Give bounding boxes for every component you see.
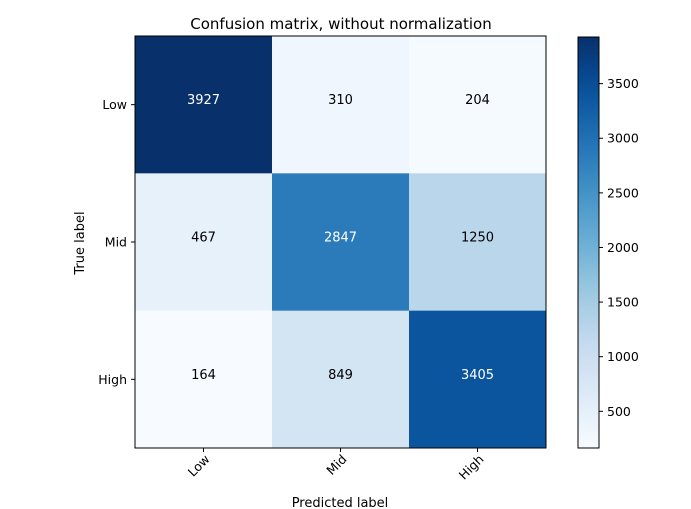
x-tick-label: High	[456, 452, 487, 483]
y-axis-ticks: Low Mid High	[98, 97, 135, 387]
heatmap-cell	[409, 310, 547, 449]
heatmap-cell	[409, 173, 547, 312]
colorbar	[577, 36, 600, 449]
heatmap-cells	[135, 36, 547, 449]
x-tick-label: Low	[185, 452, 213, 480]
x-tick-label: Mid	[323, 452, 349, 478]
colorbar-tick-label: 1000	[607, 349, 639, 364]
colorbar-tick-label: 3000	[607, 131, 639, 146]
heatmap-cell	[272, 310, 410, 449]
colorbar-tick-label: 2500	[607, 185, 639, 200]
heatmap-cell-label: 467	[191, 231, 216, 246]
colorbar-tick-label: 2000	[607, 240, 639, 255]
colorbar-ticks: 500 1000 1500 2000 2500 3000 3500	[599, 76, 639, 419]
heatmap-cell	[135, 36, 273, 174]
heatmap-cell	[409, 36, 547, 174]
heatmap-cell-label: 1250	[461, 231, 494, 246]
heatmap-cell	[272, 36, 410, 174]
y-axis-label: True label	[73, 211, 88, 275]
heatmap-cell-label: 3405	[461, 368, 494, 383]
heatmap-cell-label: 849	[328, 368, 353, 383]
y-tick-label: Mid	[105, 235, 127, 250]
x-axis-label: Predicted label	[292, 496, 389, 509]
heatmap-cell-label: 204	[465, 93, 490, 108]
colorbar-tick-label: 500	[607, 404, 631, 419]
y-tick-label: High	[98, 372, 127, 387]
chart-title: Confusion matrix, without normalization	[190, 15, 492, 33]
heatmap-cell-label: 310	[328, 93, 353, 108]
heatmap-cell-label: 3927	[187, 93, 220, 108]
x-axis-ticks: Low Mid High	[185, 448, 487, 482]
heatmap-cell	[135, 173, 273, 312]
colorbar-tick-label: 1500	[607, 295, 639, 310]
heatmap-cell	[135, 310, 273, 449]
heatmap-cell-label: 164	[191, 368, 216, 383]
heatmap-cell-labels: 3927 310 204 467 2847 1250 164 849 3405	[187, 93, 494, 383]
heatmap-cell	[272, 173, 410, 312]
colorbar-tick-label: 3500	[607, 76, 639, 91]
y-tick-label: Low	[102, 97, 127, 112]
heatmap-cell-label: 2847	[324, 231, 357, 246]
